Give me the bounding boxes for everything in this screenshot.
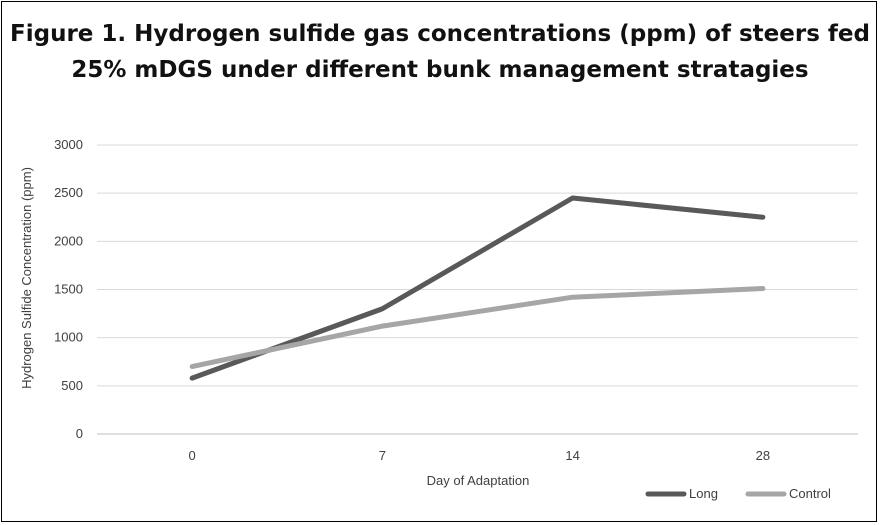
- legend-label-long: Long: [689, 486, 718, 501]
- y-tick-label: 3000: [54, 137, 83, 152]
- x-axis-title: Day of Adaptation: [427, 473, 530, 488]
- y-tick-label: 0: [76, 426, 83, 441]
- chart-title: Figure 1. Hydrogen sulfide gas concentra…: [10, 21, 870, 83]
- y-tick-label: 1500: [54, 282, 83, 297]
- y-tick-label: 500: [61, 378, 83, 393]
- y-tick-labels: 0 500 1000 1500 2000 2500 3000: [54, 137, 83, 441]
- series-lines: [189, 195, 766, 381]
- x-tick-labels: 0 7 14 28: [189, 448, 771, 463]
- x-tick-label: 0: [189, 448, 196, 463]
- y-tick-label: 2500: [54, 185, 83, 200]
- x-tick-label: 7: [379, 448, 386, 463]
- y-tick-label: 2000: [54, 233, 83, 248]
- y-axis-title: Hydrogen Sulfide Concentration (ppm): [19, 167, 34, 389]
- y-tick-label: 1000: [54, 330, 83, 345]
- legend-label-control: Control: [789, 486, 831, 501]
- legend: Long Control: [645, 486, 831, 501]
- x-tick-label: 28: [756, 448, 770, 463]
- gridlines: [97, 144, 858, 435]
- series-line-long: [189, 195, 766, 381]
- x-tick-label: 14: [565, 448, 579, 463]
- series-line-control: [189, 286, 766, 370]
